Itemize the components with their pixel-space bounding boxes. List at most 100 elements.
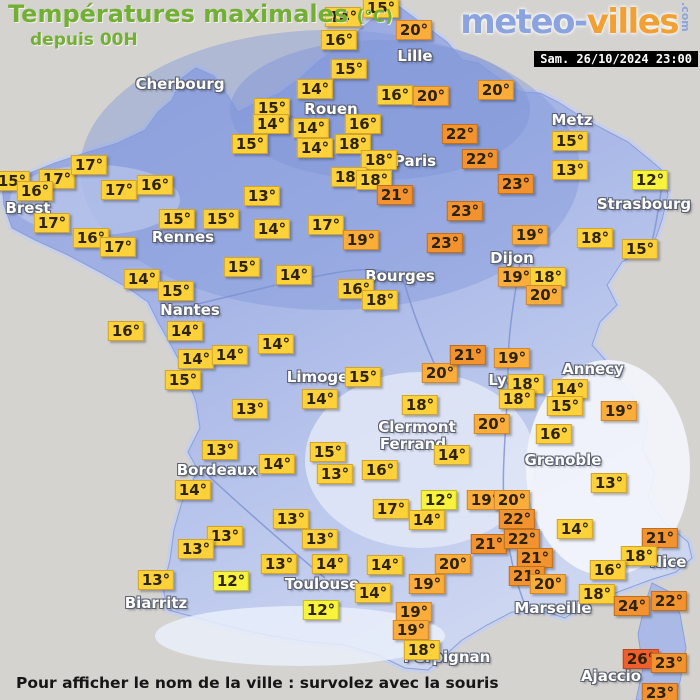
temp-label[interactable]: 14°: [366, 555, 404, 575]
temp-label[interactable]: 20°: [434, 554, 472, 574]
temp-label[interactable]: 14°: [258, 454, 296, 474]
temp-label[interactable]: 15°: [158, 209, 196, 229]
temp-label[interactable]: 19°: [511, 225, 549, 245]
temp-label[interactable]: 22°: [503, 529, 541, 549]
temp-label[interactable]: 20°: [412, 86, 450, 106]
temp-label[interactable]: 16°: [107, 321, 145, 341]
temp-label[interactable]: 23°: [497, 174, 535, 194]
temp-label[interactable]: 17°: [70, 155, 108, 175]
temp-label[interactable]: 15°: [202, 209, 240, 229]
temp-label[interactable]: 16°: [361, 460, 399, 480]
temp-label[interactable]: 19°: [395, 602, 433, 622]
temp-label[interactable]: 15°: [330, 59, 368, 79]
temp-label[interactable]: 14°: [354, 583, 392, 603]
temp-label[interactable]: 14°: [211, 345, 249, 365]
temp-label[interactable]: 17°: [100, 180, 138, 200]
temp-label[interactable]: 23°: [446, 201, 484, 221]
temp-label[interactable]: 14°: [311, 554, 349, 574]
temp-label[interactable]: 18°: [334, 134, 372, 154]
temp-label[interactable]: 21°: [641, 528, 679, 548]
temp-label[interactable]: 21°: [470, 534, 508, 554]
temp-label[interactable]: 13°: [177, 539, 215, 559]
temp-label[interactable]: 19°: [408, 574, 446, 594]
temp-label[interactable]: 12°: [212, 571, 250, 591]
temp-label[interactable]: 13°: [551, 160, 589, 180]
temp-label[interactable]: 14°: [296, 138, 334, 158]
temp-label[interactable]: 14°: [252, 114, 290, 134]
temp-label[interactable]: 13°: [316, 464, 354, 484]
temp-label[interactable]: 19°: [600, 401, 638, 421]
temp-label[interactable]: 13°: [206, 526, 244, 546]
temp-label[interactable]: 13°: [260, 554, 298, 574]
temp-label[interactable]: 16°: [376, 85, 414, 105]
temp-label[interactable]: 15°: [551, 131, 589, 151]
temp-label[interactable]: 14°: [292, 118, 330, 138]
temp-label[interactable]: 22°: [650, 591, 688, 611]
temp-label[interactable]: 14°: [177, 349, 215, 369]
temp-label[interactable]: 18°: [401, 395, 439, 415]
temp-label[interactable]: 20°: [395, 20, 433, 40]
temp-label[interactable]: 12°: [302, 600, 340, 620]
temp-label[interactable]: 23°: [641, 683, 679, 700]
temp-label[interactable]: 19°: [497, 267, 535, 287]
temp-label[interactable]: 15°: [309, 442, 347, 462]
temp-label[interactable]: 16°: [535, 424, 573, 444]
temp-label[interactable]: 14°: [257, 334, 295, 354]
temp-label[interactable]: 15°: [344, 367, 382, 387]
temp-label[interactable]: 19°: [493, 348, 531, 368]
temp-label[interactable]: 13°: [590, 473, 628, 493]
temp-label[interactable]: 16°: [344, 114, 382, 134]
temp-label[interactable]: 21°: [376, 185, 414, 205]
temp-label[interactable]: 13°: [201, 440, 239, 460]
temp-label[interactable]: 16°: [320, 30, 358, 50]
temp-label[interactable]: 21°: [516, 548, 554, 568]
temp-label[interactable]: 14°: [324, 7, 362, 27]
temp-label[interactable]: 17°: [307, 215, 345, 235]
temp-label[interactable]: 13°: [272, 509, 310, 529]
temp-label[interactable]: 22°: [461, 149, 499, 169]
temp-label[interactable]: 12°: [420, 490, 458, 510]
temp-label[interactable]: 15°: [231, 134, 269, 154]
temp-label[interactable]: 20°: [529, 574, 567, 594]
temp-label[interactable]: 14°: [174, 480, 212, 500]
temp-label[interactable]: 14°: [408, 510, 446, 530]
temp-label[interactable]: 13°: [243, 186, 281, 206]
temp-label[interactable]: 19°: [342, 230, 380, 250]
temp-label[interactable]: 18°: [498, 389, 536, 409]
temp-label[interactable]: 18°: [576, 228, 614, 248]
temp-label[interactable]: 21°: [449, 345, 487, 365]
temp-label[interactable]: 22°: [441, 124, 479, 144]
temp-label[interactable]: 20°: [493, 490, 531, 510]
temp-label[interactable]: 26°: [622, 649, 660, 669]
temp-label[interactable]: 18°: [403, 640, 441, 660]
temp-label[interactable]: 19°: [392, 620, 430, 640]
temp-label[interactable]: 15°: [362, 0, 400, 18]
temp-label[interactable]: 20°: [525, 285, 563, 305]
temp-label[interactable]: 18°: [361, 290, 399, 310]
temp-label[interactable]: 17°: [99, 237, 137, 257]
temp-label[interactable]: 20°: [473, 414, 511, 434]
temp-label[interactable]: 14°: [166, 321, 204, 341]
temp-label[interactable]: 23°: [650, 653, 688, 673]
temp-label[interactable]: 18°: [620, 546, 658, 566]
temp-label[interactable]: 20°: [477, 80, 515, 100]
temp-label[interactable]: 18°: [578, 584, 616, 604]
temp-label[interactable]: 16°: [16, 181, 54, 201]
temp-label[interactable]: 16°: [136, 175, 174, 195]
temp-label[interactable]: 14°: [253, 219, 291, 239]
temp-label[interactable]: 23°: [426, 233, 464, 253]
temp-label[interactable]: 20°: [421, 363, 459, 383]
temp-label[interactable]: 14°: [301, 389, 339, 409]
temp-label[interactable]: 14°: [275, 265, 313, 285]
temp-label[interactable]: 16°: [589, 560, 627, 580]
temp-label[interactable]: 18°: [360, 150, 398, 170]
temp-label[interactable]: 15°: [164, 370, 202, 390]
temp-label[interactable]: 24°: [613, 596, 651, 616]
temp-label[interactable]: 14°: [433, 445, 471, 465]
temp-label[interactable]: 13°: [301, 529, 339, 549]
temp-label[interactable]: 13°: [231, 399, 269, 419]
temp-label[interactable]: 17°: [372, 499, 410, 519]
temp-label[interactable]: 15°: [157, 281, 195, 301]
temp-label[interactable]: 14°: [296, 79, 334, 99]
temp-label[interactable]: 18°: [529, 267, 567, 287]
